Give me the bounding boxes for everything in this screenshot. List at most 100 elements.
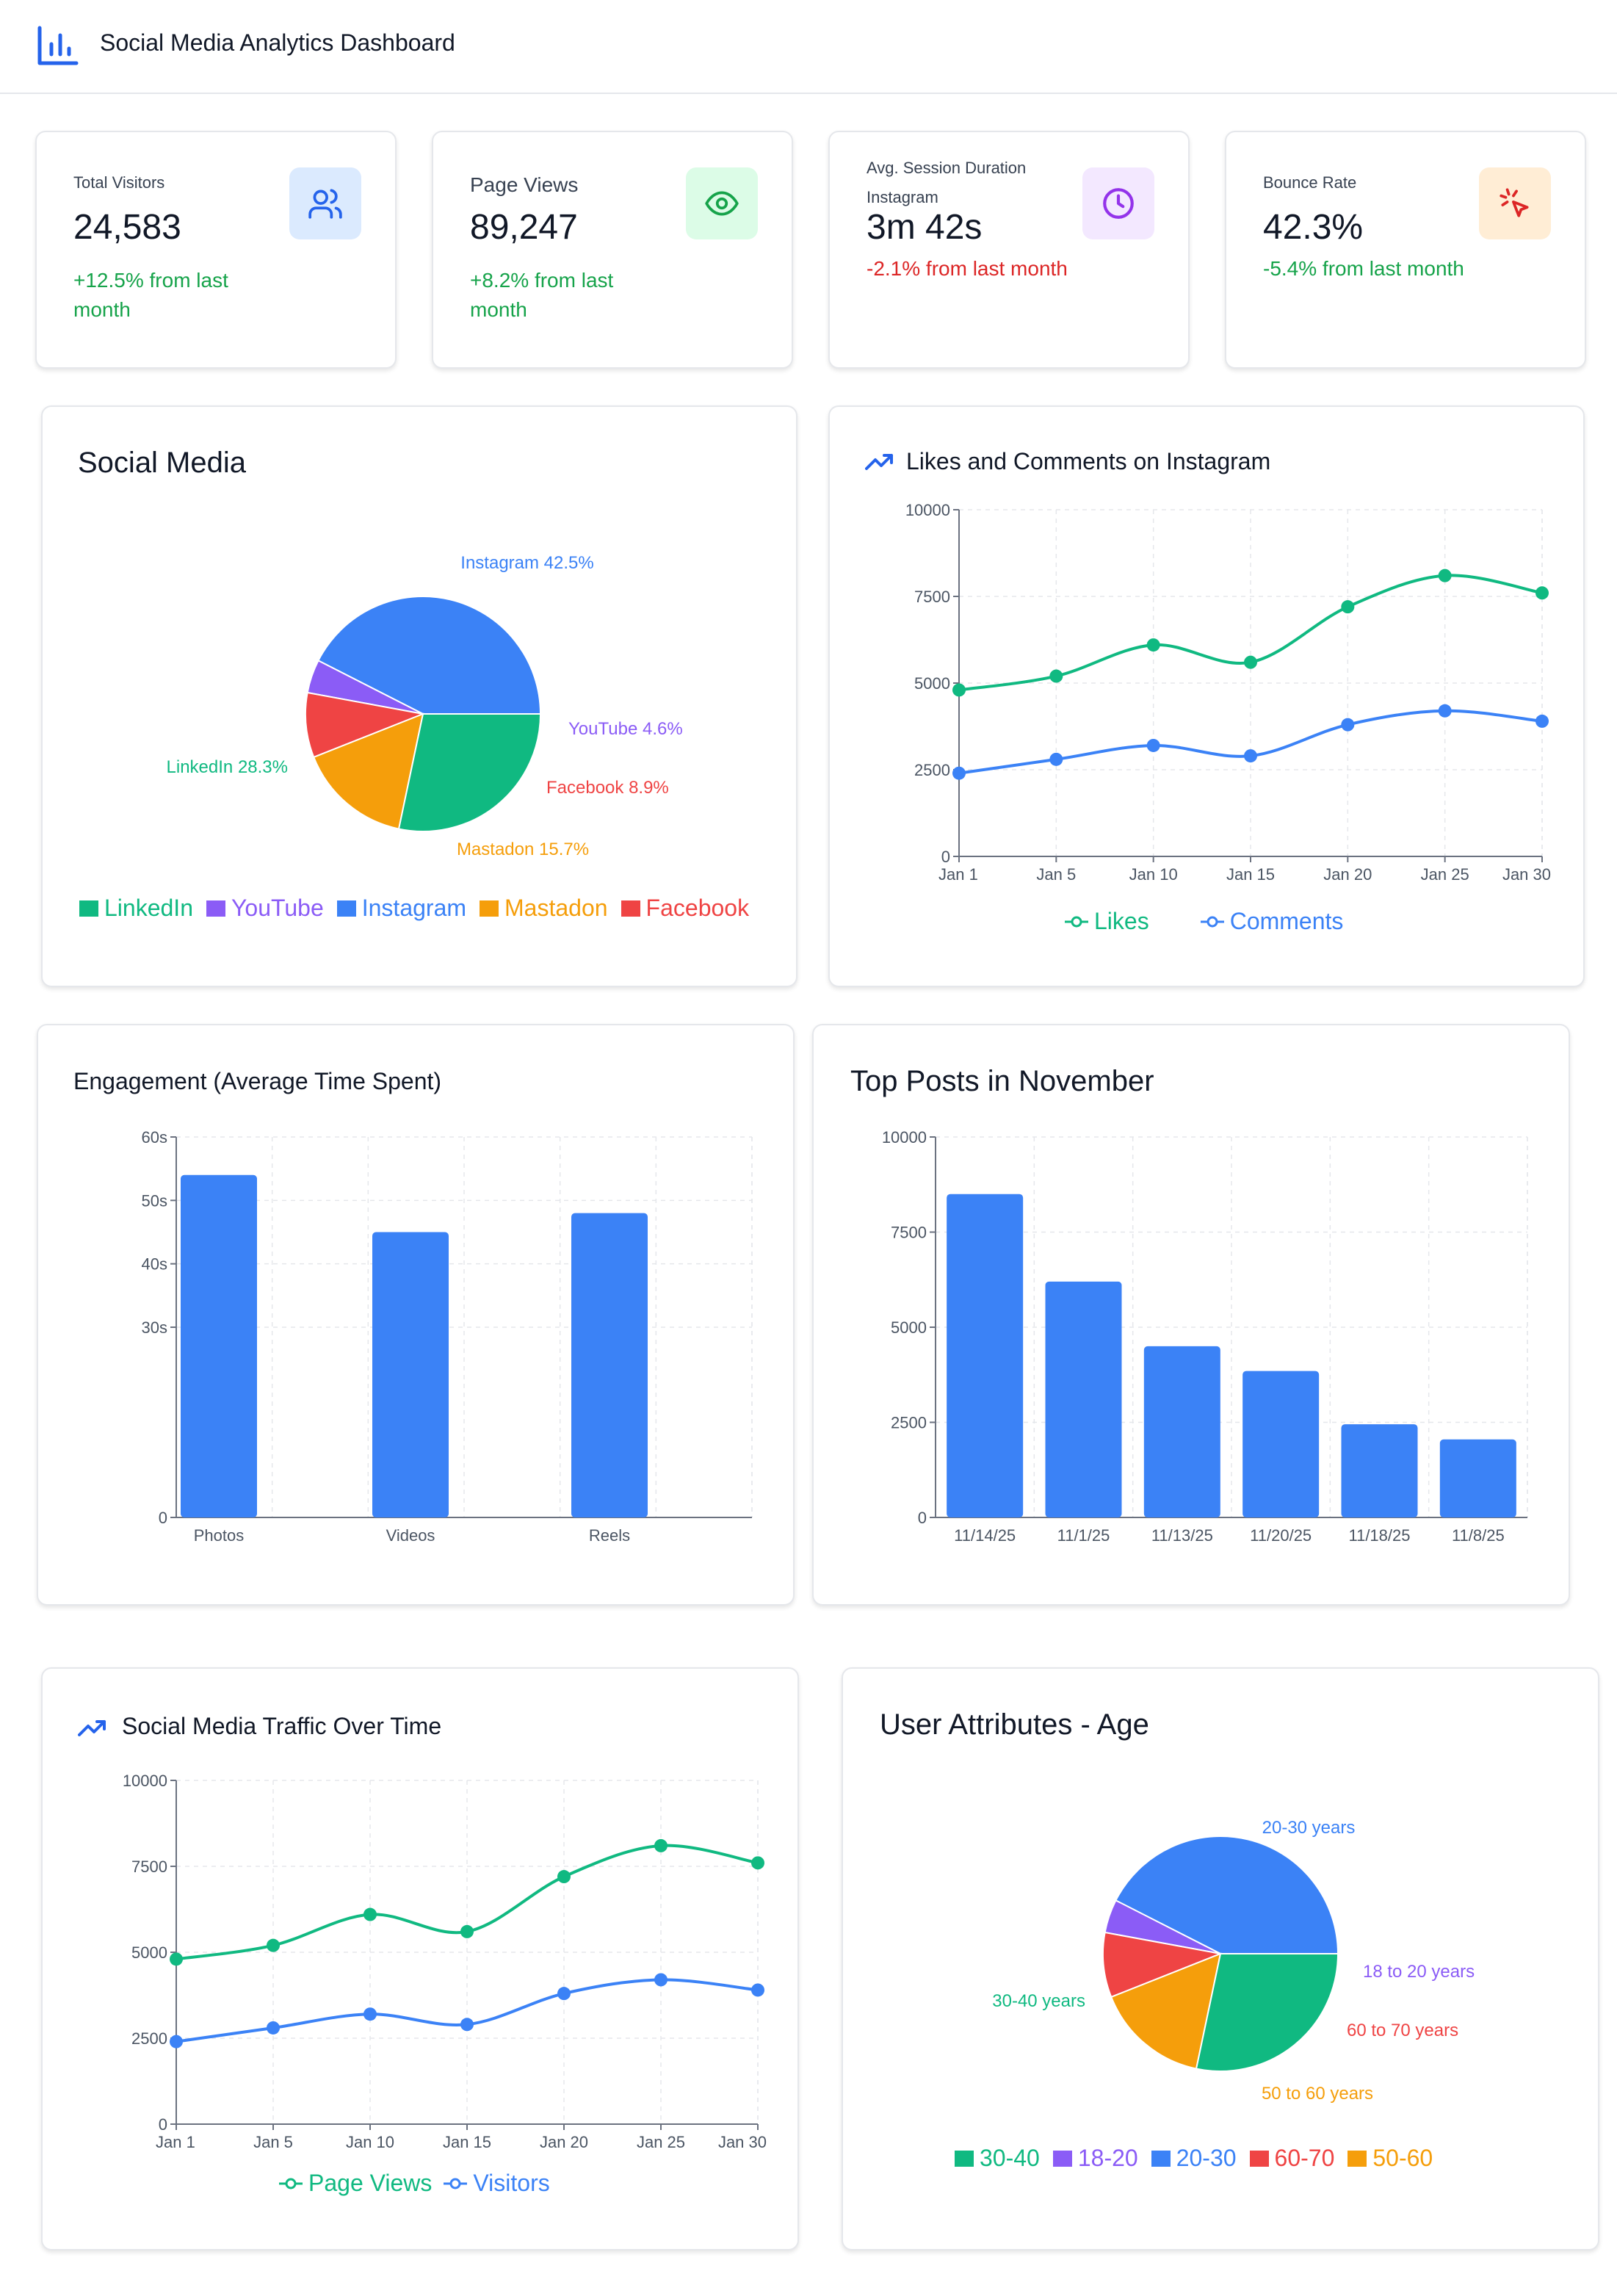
app-title: Social Media Analytics Dashboard	[100, 29, 455, 56]
legend-item-60-70[interactable]: 60-70	[1249, 2145, 1334, 2172]
data-point-comments	[1244, 749, 1257, 763]
y-tick-label: 2500	[891, 1414, 927, 1432]
data-point-visitors	[751, 1983, 764, 1997]
pie-slice-20-30	[1115, 1835, 1339, 1954]
engagement-card: Engagement (Average Time Spent) 0 30s 40s 5…	[37, 1024, 795, 1606]
data-point-comments	[952, 766, 966, 780]
stat-card-page-views: Page Views 89,247 +8.2% from last month	[432, 131, 793, 369]
y-tick-label: 10000	[882, 1128, 927, 1147]
legend-item-visitors[interactable]: Visitors	[444, 2170, 550, 2197]
data-point-likes	[1244, 655, 1257, 669]
x-tick-label: Reels	[589, 1526, 630, 1545]
stat-value: 89,247	[470, 208, 578, 247]
chart-legend: Page Views Visitors	[279, 2170, 550, 2197]
stat-label: Total Visitors	[73, 173, 165, 192]
y-tick-label: 5000	[131, 1943, 167, 1962]
legend-item-18-20[interactable]: 18-20	[1052, 2145, 1138, 2172]
legend-item-likes[interactable]: Likes	[1065, 908, 1149, 935]
y-tick-label: 60s	[142, 1128, 167, 1147]
x-tick-label: Jan 5	[253, 2133, 293, 2151]
data-point-page-views	[170, 1952, 183, 1966]
stat-card-total-visitors: Total Visitors 24,583 +12.5% from last m…	[35, 131, 397, 369]
legend-item-comments[interactable]: Comments	[1200, 908, 1343, 935]
legend-item-mastadon[interactable]: Mastadon	[480, 895, 608, 922]
x-tick-label: Photos	[194, 1526, 245, 1545]
pie-label-20-30: 20-30 years	[1262, 1818, 1356, 1838]
legend-item-youtube[interactable]: YouTube	[206, 895, 324, 922]
x-tick-label: Videos	[386, 1526, 435, 1545]
data-point-comments	[1049, 752, 1063, 766]
data-point-page-views	[267, 1938, 280, 1952]
card-title: Top Posts in November	[850, 1065, 1154, 1097]
y-tick-label: 40s	[142, 1255, 167, 1274]
legend-item-facebook[interactable]: Facebook	[621, 895, 749, 922]
pie-label-18-20: 18 to 20 years	[1363, 1962, 1475, 1982]
trending-up-icon	[78, 1720, 106, 1736]
legend-item-instagram[interactable]: Instagram	[336, 895, 466, 922]
data-point-visitors	[460, 2018, 474, 2032]
chart-legend: LinkedIn YouTube Instagram Mastadon Face…	[79, 895, 749, 922]
app-header: Social Media Analytics Dashboard	[0, 0, 1617, 94]
data-point-visitors	[267, 2021, 280, 2035]
x-tick-label: 11/14/25	[954, 1526, 1016, 1545]
traffic-line-chart: 0 2500 5000 7500 10000 Jan 1 Jan 5 Jan 10 Jan 15…	[123, 1772, 767, 2151]
pie-label-mastadon: Mastadon 15.7%	[457, 840, 589, 859]
stat-value: 24,583	[73, 208, 181, 247]
x-tick-label: 11/1/25	[1057, 1526, 1110, 1545]
pie-label-60-70: 60 to 70 years	[1347, 2021, 1458, 2040]
bar-11-1-25	[1045, 1281, 1122, 1517]
stat-sublabel: Instagram	[867, 188, 938, 206]
x-tick-label: Jan 25	[637, 2133, 685, 2151]
bar-videos	[372, 1232, 449, 1517]
x-tick-label: Jan 1	[156, 2133, 195, 2151]
social-media-card: Social Media Instagram 42.5% YouTube 4.6%…	[41, 405, 797, 987]
x-tick-label: 11/13/25	[1151, 1526, 1213, 1545]
pie-label-linkedin: LinkedIn 28.3%	[167, 757, 288, 777]
x-tick-label: Jan 10	[346, 2133, 394, 2151]
data-point-comments	[1146, 738, 1160, 752]
x-tick-label: Jan 15	[443, 2133, 491, 2151]
x-tick-label: Jan 20	[1323, 865, 1372, 884]
y-tick-label: 10000	[123, 1772, 167, 1790]
legend-item-linkedin[interactable]: LinkedIn	[79, 895, 193, 922]
data-point-visitors	[363, 2007, 377, 2021]
x-tick-label: Jan 30	[1502, 865, 1551, 884]
x-tick-label: Jan 1	[938, 865, 978, 884]
data-point-comments	[1341, 718, 1355, 732]
card-title: Social Media	[78, 447, 247, 479]
x-tick-label: Jan 25	[1421, 865, 1469, 884]
data-point-likes	[1341, 600, 1355, 614]
trending-up-icon	[865, 454, 893, 470]
y-tick-label: 0	[159, 2115, 167, 2134]
top-posts-card: Top Posts in November 0 2500 5000 7500 10000…	[812, 1024, 1570, 1606]
top-posts-bar-chart: 0 2500 5000 7500 10000 11/14/25 11/1/25 11/13/2…	[882, 1128, 1528, 1545]
legend-item-50-60[interactable]: 50-60	[1348, 2145, 1433, 2172]
stat-label: Avg. Session Duration	[867, 159, 1027, 177]
data-point-visitors	[170, 2035, 183, 2048]
data-point-page-views	[557, 1870, 571, 1884]
pie-slice-50-60	[1110, 1952, 1222, 2070]
chart-legend: 30-40 18-20 20-30 60-70 50-60	[955, 2145, 1433, 2172]
data-point-likes	[1146, 638, 1160, 652]
bar-11-8-25	[1439, 1439, 1516, 1517]
likes-comments-card: Likes and Comments on Instagram 0 2500 500…	[828, 405, 1585, 987]
stat-change: +8.2% from last month	[470, 269, 614, 321]
x-tick-label: Jan 10	[1129, 865, 1178, 884]
y-tick-label: 50s	[142, 1191, 167, 1210]
y-tick-label: 0	[941, 848, 950, 866]
pie-slice-60-70	[1102, 1931, 1223, 1999]
data-point-page-views	[654, 1838, 668, 1852]
legend-item-20-30[interactable]: 20-30	[1151, 2145, 1237, 2172]
legend-item-page-views[interactable]: Page Views	[279, 2170, 432, 2197]
users-icon	[289, 167, 361, 239]
stat-card-bounce-rate: Bounce Rate 42.3% -5.4% from last month	[1225, 131, 1586, 369]
legend-item-30-40[interactable]: 30-40	[955, 2145, 1040, 2172]
y-tick-label: 5000	[891, 1318, 927, 1337]
y-tick-label: 5000	[914, 674, 950, 693]
stat-value: 42.3%	[1263, 208, 1364, 247]
clock-icon	[1082, 167, 1154, 239]
bar-photos	[181, 1174, 257, 1517]
card-title: User Attributes - Age	[880, 1708, 1149, 1741]
x-tick-label: 11/18/25	[1348, 1526, 1410, 1545]
bar-11-20-25	[1242, 1371, 1320, 1517]
